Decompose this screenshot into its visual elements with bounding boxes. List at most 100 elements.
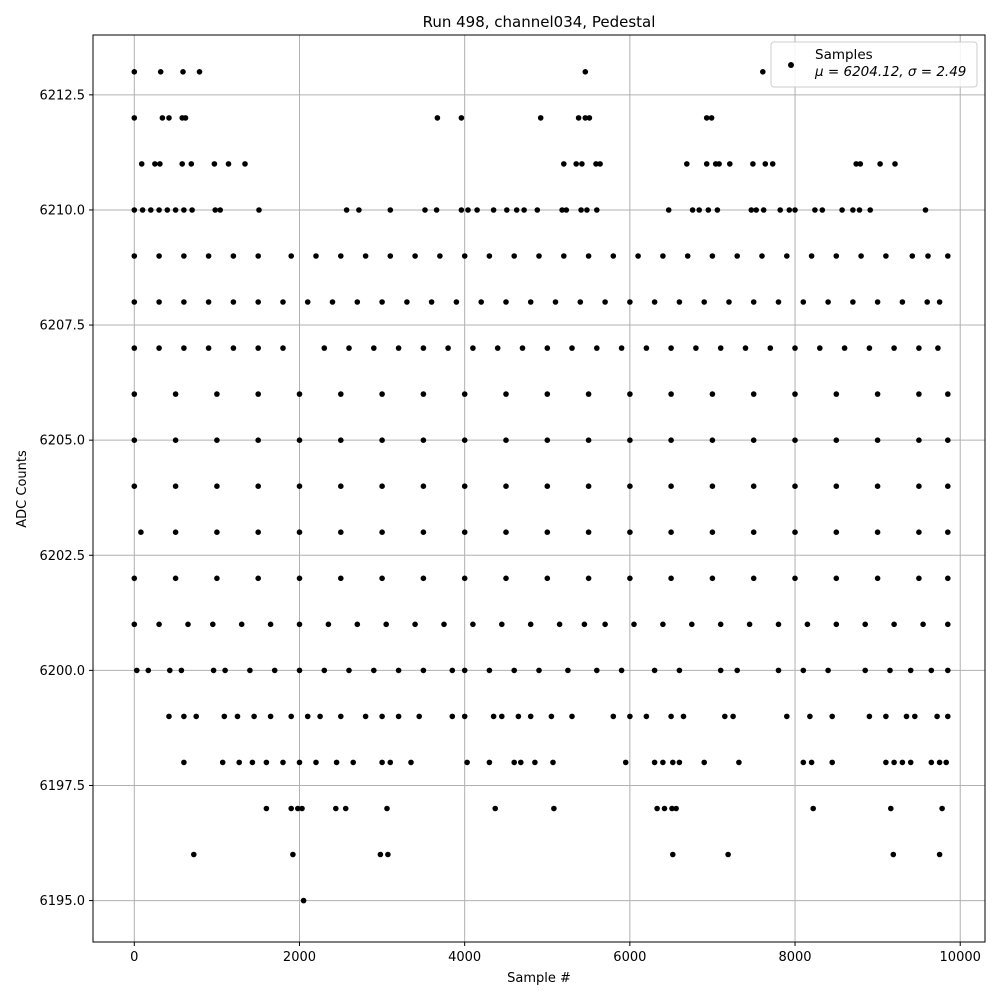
sample-point [907, 759, 914, 766]
sample-point [602, 621, 608, 628]
sample-point [329, 299, 336, 305]
sample-point [300, 897, 307, 904]
sample-point [519, 345, 526, 351]
sample-point [722, 713, 728, 720]
sample-point [750, 391, 757, 397]
sample-point [934, 713, 940, 720]
sample-point [939, 805, 945, 812]
sample-point [222, 667, 228, 674]
sample-point [296, 483, 303, 490]
sample-point [211, 161, 218, 167]
sample-point [521, 207, 527, 213]
sample-point [928, 759, 935, 766]
sample-point [890, 851, 897, 858]
sample-point [709, 391, 716, 397]
sample-point [362, 713, 369, 720]
sample-point [807, 713, 813, 720]
sample-point [635, 253, 641, 259]
sample-point [387, 253, 394, 259]
sample-point [134, 667, 140, 674]
sample-point [503, 299, 509, 305]
sample-point [338, 391, 344, 397]
y-tick-label: 6207.5 [40, 319, 86, 334]
sample-point [156, 345, 162, 351]
sample-point [230, 253, 237, 259]
sample-point [833, 529, 840, 535]
sample-point [181, 299, 187, 305]
sample-point [255, 253, 261, 259]
sample-point [556, 621, 563, 628]
sample-point [379, 713, 385, 720]
sample-point [618, 345, 625, 351]
sample-point [874, 299, 881, 305]
sample-point [668, 575, 674, 582]
sample-point [920, 621, 926, 628]
sample-point [157, 69, 164, 75]
sample-point [263, 759, 270, 766]
x-tick-label: 8000 [778, 950, 811, 965]
sample-point [734, 253, 740, 259]
sample-point [839, 207, 845, 213]
sample-point [883, 253, 889, 259]
sample-point [148, 207, 154, 213]
sample-point [676, 299, 683, 305]
sample-point [179, 161, 185, 167]
sample-point [354, 621, 361, 628]
x-tick-label: 6000 [613, 950, 646, 965]
sample-point [680, 713, 687, 720]
sample-point [465, 207, 471, 213]
sample-point [527, 621, 534, 628]
sample-point [503, 437, 509, 444]
sample-point [486, 253, 493, 259]
sample-point [866, 713, 873, 720]
sample-point [627, 529, 633, 535]
sample-point [622, 759, 629, 766]
sample-point [219, 759, 226, 766]
sample-point [296, 759, 303, 766]
y-tick-label: 6200.0 [40, 664, 86, 679]
sample-point [769, 161, 776, 167]
sample-point [131, 207, 138, 213]
y-tick-label: 6197.5 [40, 779, 86, 794]
legend-stats: μ = 6204.12, σ = 2.49 [814, 64, 966, 80]
sample-point [379, 575, 385, 582]
sample-point [139, 207, 146, 213]
sample-point [172, 483, 179, 490]
chart-title: Run 498, channel034, Pedestal [423, 13, 656, 31]
sample-point [499, 621, 505, 628]
sample-point [631, 621, 637, 628]
sample-point [518, 759, 524, 766]
sample-point [792, 207, 798, 213]
sample-point [627, 713, 633, 720]
sample-point [936, 759, 943, 766]
sample-point [131, 115, 138, 121]
sample-point [379, 299, 385, 305]
sample-point [527, 299, 534, 305]
sample-point [267, 713, 274, 720]
sample-point [185, 621, 191, 628]
sample-point [395, 345, 402, 351]
sample-point [792, 483, 798, 490]
sample-point [643, 345, 650, 351]
sample-point [470, 621, 476, 628]
sample-point [935, 345, 941, 351]
sample-point [585, 529, 592, 535]
sample-point [627, 299, 633, 305]
sample-point [338, 253, 344, 259]
sample-point [916, 345, 922, 351]
sample-point [172, 391, 179, 397]
x-tick-label: 2000 [283, 950, 316, 965]
sample-point [387, 207, 394, 213]
sample-point [585, 391, 592, 397]
sample-point [668, 437, 674, 444]
sample-point [660, 621, 666, 628]
sample-point [461, 667, 468, 674]
sample-point [511, 253, 517, 259]
sample-point [943, 759, 949, 766]
sample-point [784, 713, 790, 720]
sample-point [585, 575, 592, 582]
sample-point [703, 115, 710, 121]
sample-point [709, 575, 716, 582]
sample-point [338, 713, 344, 720]
sample-point [470, 345, 476, 351]
